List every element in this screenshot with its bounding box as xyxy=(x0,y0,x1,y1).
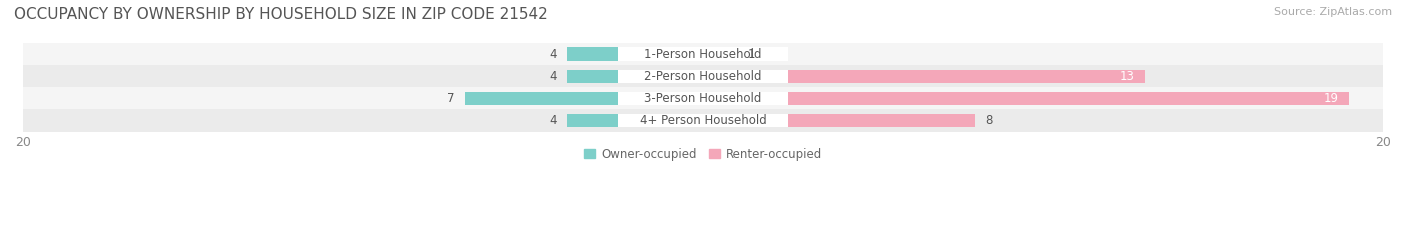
Text: 8: 8 xyxy=(986,114,993,127)
Bar xyxy=(567,114,703,127)
Bar xyxy=(22,87,1384,109)
Text: 2-Person Household: 2-Person Household xyxy=(644,70,762,83)
Text: 7: 7 xyxy=(447,92,454,105)
Bar xyxy=(22,109,1384,131)
Text: 4: 4 xyxy=(550,114,557,127)
Text: 3-Person Household: 3-Person Household xyxy=(644,92,762,105)
Bar xyxy=(567,47,703,61)
Bar xyxy=(619,47,787,61)
Bar xyxy=(703,92,1350,105)
Text: 1: 1 xyxy=(747,48,755,61)
Bar xyxy=(619,92,787,105)
Bar xyxy=(703,114,974,127)
Bar xyxy=(703,69,1144,83)
Text: 13: 13 xyxy=(1121,70,1135,83)
Bar xyxy=(22,65,1384,87)
Text: 4: 4 xyxy=(550,48,557,61)
Bar xyxy=(703,47,737,61)
Text: Source: ZipAtlas.com: Source: ZipAtlas.com xyxy=(1274,7,1392,17)
Text: 1-Person Household: 1-Person Household xyxy=(644,48,762,61)
Text: 19: 19 xyxy=(1324,92,1339,105)
Text: OCCUPANCY BY OWNERSHIP BY HOUSEHOLD SIZE IN ZIP CODE 21542: OCCUPANCY BY OWNERSHIP BY HOUSEHOLD SIZE… xyxy=(14,7,548,22)
Bar xyxy=(619,69,787,83)
Bar xyxy=(22,43,1384,65)
Bar xyxy=(567,69,703,83)
Bar xyxy=(465,92,703,105)
Text: 4+ Person Household: 4+ Person Household xyxy=(640,114,766,127)
Legend: Owner-occupied, Renter-occupied: Owner-occupied, Renter-occupied xyxy=(579,143,827,165)
Bar xyxy=(619,114,787,127)
Text: 4: 4 xyxy=(550,70,557,83)
